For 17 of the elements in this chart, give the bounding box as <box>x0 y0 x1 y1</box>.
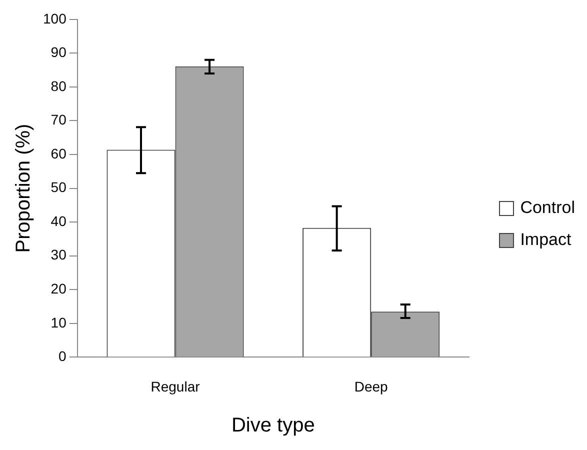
y-tick-label: 60 <box>50 145 67 162</box>
y-tick-label: 90 <box>50 44 67 60</box>
text: Control <box>520 198 575 218</box>
y-tick-label: 10 <box>50 314 67 330</box>
y-tick-label: 20 <box>50 280 67 296</box>
y-tick-label: 30 <box>50 246 67 263</box>
x-axis-title: Dive type <box>231 414 315 437</box>
x-tick-label: Regular <box>150 378 200 394</box>
y-tick-label: 0 <box>58 348 67 364</box>
x-tick-label: Deep <box>354 378 388 394</box>
y-tick-label: 70 <box>50 112 67 128</box>
y-tick-label: 40 <box>50 212 67 229</box>
y-axis-title: Proportion (%) <box>12 124 35 253</box>
legend-label: Impact <box>520 230 572 250</box>
y-tick-label: 80 <box>50 78 67 94</box>
y-tick-label: 100 <box>43 10 67 26</box>
y-tick-label: 50 <box>50 179 67 196</box>
